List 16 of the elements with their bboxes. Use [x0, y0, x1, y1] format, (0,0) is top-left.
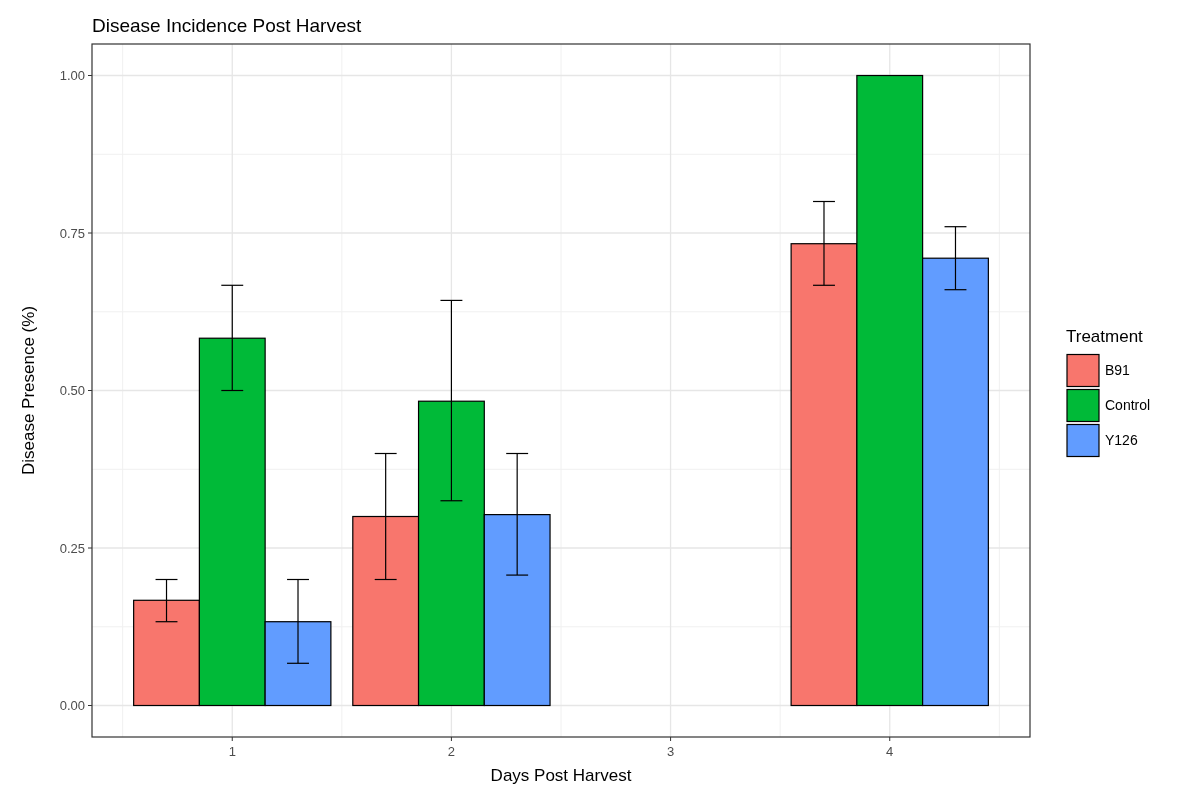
- y-tick-label: 1.00: [59, 68, 85, 84]
- x-tick-label: 4: [886, 744, 894, 759]
- legend-label: Y126: [1105, 432, 1138, 449]
- legend-label: Control: [1105, 397, 1151, 414]
- x-tick-label: 2: [447, 744, 456, 759]
- x-axis-title: Days Post Harvest: [490, 766, 632, 785]
- x-tick-label: 3: [666, 744, 675, 759]
- legend-label: B91: [1105, 362, 1131, 379]
- y-tick-label: 0.75: [59, 225, 85, 241]
- y-axis-title: Disease Presence (%): [19, 305, 38, 476]
- x-tick-label: 1: [228, 744, 236, 759]
- legend-title: Treatment: [1066, 326, 1144, 346]
- chart-title: Disease Incidence Post Harvest: [92, 15, 363, 36]
- y-tick-label: 0.50: [59, 383, 85, 399]
- y-tick-label: 0.25: [59, 540, 85, 556]
- y-tick-label: 0.00: [59, 698, 85, 714]
